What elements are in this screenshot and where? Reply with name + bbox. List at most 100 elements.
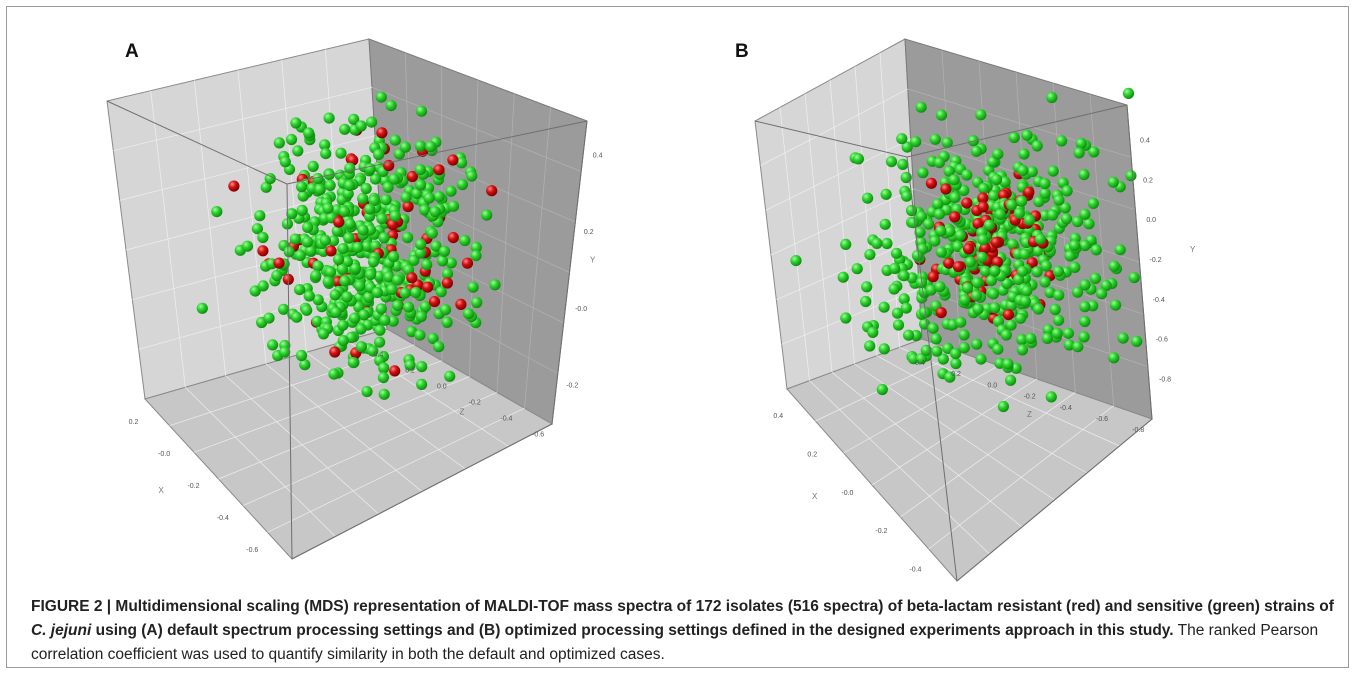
sensitive-point bbox=[890, 247, 903, 259]
grid-line bbox=[346, 340, 509, 447]
sensitive-point bbox=[1014, 312, 1027, 324]
sensitive-point bbox=[1107, 176, 1119, 188]
sensitive-point bbox=[445, 185, 457, 197]
resistant-point bbox=[486, 185, 498, 197]
sensitive-point bbox=[279, 346, 291, 358]
sensitive-point bbox=[1088, 146, 1100, 158]
x-axis-name: X bbox=[159, 486, 165, 495]
sensitive-point bbox=[378, 232, 390, 244]
resistant-point bbox=[943, 257, 955, 269]
sensitive-point bbox=[864, 249, 876, 261]
sensitive-point bbox=[1039, 276, 1051, 288]
sensitive-point bbox=[310, 270, 322, 282]
sensitive-point bbox=[934, 281, 946, 293]
sensitive-point bbox=[324, 266, 337, 278]
sensitive-point bbox=[1063, 339, 1075, 351]
sensitive-point bbox=[889, 262, 901, 275]
sensitive-point bbox=[196, 302, 208, 314]
sensitive-point bbox=[303, 127, 315, 139]
y-tick-label: -0.0 bbox=[575, 306, 587, 313]
sensitive-point bbox=[438, 245, 451, 257]
sensitive-point bbox=[444, 370, 456, 382]
sensitive-point bbox=[970, 145, 983, 157]
sensitive-point bbox=[930, 333, 942, 345]
sensitive-point bbox=[915, 353, 927, 365]
x-tick-label: 0.2 bbox=[129, 419, 139, 426]
sensitive-point bbox=[388, 173, 400, 185]
sensitive-point bbox=[330, 306, 342, 318]
sensitive-point bbox=[322, 276, 334, 288]
sensitive-point bbox=[1042, 324, 1054, 336]
sensitive-point bbox=[950, 348, 962, 360]
sensitive-point bbox=[900, 302, 912, 314]
sensitive-point bbox=[320, 148, 332, 160]
sensitive-point bbox=[1078, 331, 1090, 343]
sensitive-point bbox=[441, 268, 454, 280]
sensitive-point bbox=[961, 169, 973, 181]
sensitive-point bbox=[392, 274, 404, 286]
caption-bold-pre: FIGURE 2 | Multidimensional scaling (MDS… bbox=[31, 598, 1334, 615]
sensitive-point bbox=[943, 165, 955, 177]
sensitive-point bbox=[977, 234, 989, 246]
sensitive-point bbox=[955, 316, 967, 328]
sensitive-point bbox=[371, 286, 383, 299]
sensitive-point bbox=[1060, 213, 1073, 225]
sensitive-point bbox=[211, 206, 223, 218]
sensitive-point bbox=[425, 141, 437, 153]
sensitive-point bbox=[429, 206, 441, 218]
sensitive-point bbox=[1053, 289, 1065, 301]
resistant-point bbox=[935, 307, 947, 319]
sensitive-point bbox=[985, 274, 997, 287]
z-tick-label: -0.6 bbox=[532, 431, 544, 438]
sensitive-point bbox=[349, 262, 361, 274]
resistant-point bbox=[998, 189, 1010, 201]
sensitive-point bbox=[459, 234, 471, 247]
z-axis-name: Z bbox=[1027, 410, 1032, 419]
sensitive-point bbox=[337, 319, 349, 331]
sensitive-point bbox=[888, 283, 900, 295]
sensitive-point bbox=[1047, 209, 1059, 221]
sensitive-point bbox=[1005, 299, 1018, 312]
sensitive-point bbox=[1039, 187, 1051, 199]
sensitive-point bbox=[329, 289, 341, 301]
grid-line bbox=[899, 347, 1120, 447]
sensitive-point bbox=[925, 284, 937, 296]
z-tick-label: 0.0 bbox=[987, 382, 997, 389]
sensitive-point bbox=[1047, 165, 1059, 177]
sensitive-point bbox=[958, 329, 970, 341]
sensitive-point bbox=[415, 310, 427, 323]
sensitive-point bbox=[1072, 341, 1084, 353]
sensitive-point bbox=[419, 301, 432, 313]
sensitive-point bbox=[312, 294, 324, 306]
sensitive-point bbox=[336, 263, 348, 275]
sensitive-point bbox=[414, 140, 426, 152]
sensitive-point bbox=[933, 208, 945, 220]
resistant-point bbox=[961, 197, 973, 209]
sensitive-point bbox=[289, 233, 301, 245]
sensitive-point bbox=[949, 191, 961, 203]
sensitive-point bbox=[1078, 169, 1090, 181]
grid-line bbox=[524, 107, 552, 409]
sensitive-point bbox=[317, 328, 330, 340]
sensitive-point bbox=[378, 388, 390, 400]
x-tick-label: 0.4 bbox=[773, 413, 783, 420]
sensitive-point bbox=[319, 234, 331, 246]
sensitive-point bbox=[871, 237, 883, 249]
sensitive-point bbox=[994, 208, 1006, 220]
sensitive-point bbox=[1053, 314, 1065, 326]
sensitive-point bbox=[363, 291, 375, 303]
sensitive-point bbox=[1017, 164, 1029, 177]
sensitive-point bbox=[1017, 265, 1029, 277]
sensitive-point bbox=[790, 255, 802, 267]
sensitive-point bbox=[322, 202, 334, 214]
sensitive-point bbox=[307, 160, 319, 172]
resistant-point bbox=[428, 296, 441, 308]
z-tick-label: 0.4 bbox=[915, 360, 925, 367]
sensitive-point bbox=[1075, 137, 1087, 150]
sensitive-point bbox=[414, 329, 426, 341]
sensitive-point bbox=[1071, 216, 1084, 228]
sensitive-point bbox=[456, 178, 468, 191]
z-axis-name: Z bbox=[460, 408, 465, 417]
sensitive-point bbox=[880, 188, 892, 200]
sensitive-point bbox=[914, 226, 926, 238]
